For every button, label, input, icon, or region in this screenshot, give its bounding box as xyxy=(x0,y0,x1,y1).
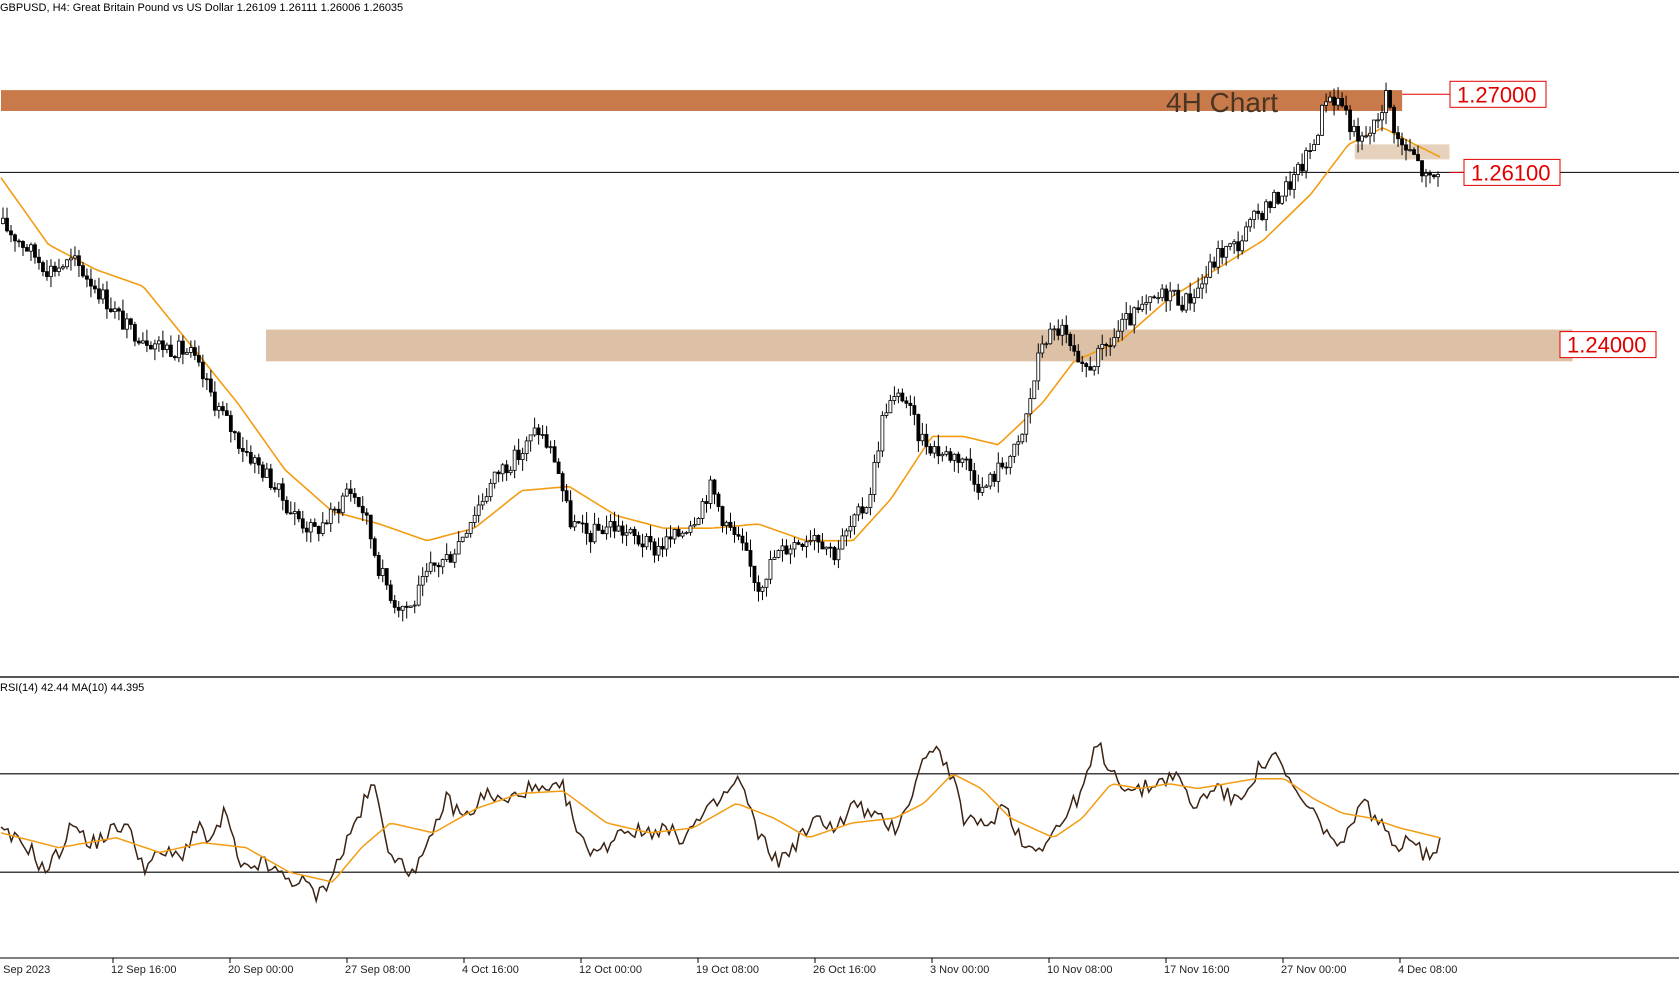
x-tick-label: 5 Sep 2023 xyxy=(0,964,50,976)
svg-text:1.24000: 1.24000 xyxy=(1567,333,1647,358)
x-tick-label: 10 Nov 08:00 xyxy=(1047,964,1112,976)
candle xyxy=(709,476,712,509)
level-label-1.26100[interactable]: 1.26100 xyxy=(1449,159,1560,185)
x-tick-label: 20 Sep 00:00 xyxy=(228,964,293,976)
candle xyxy=(409,605,412,607)
candle xyxy=(1321,104,1324,136)
candle xyxy=(1317,134,1320,145)
zone-1.24000 xyxy=(266,330,1572,362)
candle xyxy=(777,549,780,558)
rsi-title: RSI(14) 42.44 MA(10) 44.395 xyxy=(0,682,144,694)
candle xyxy=(461,537,464,543)
candle xyxy=(1277,192,1280,205)
x-tick-label: 26 Oct 16:00 xyxy=(813,964,876,976)
candle xyxy=(373,536,376,557)
x-tick-label: 27 Sep 08:00 xyxy=(345,964,410,976)
x-tick-label: 19 Oct 08:00 xyxy=(696,964,759,976)
x-tick-label: 27 Nov 00:00 xyxy=(1281,964,1346,976)
candle xyxy=(1033,381,1036,400)
candle xyxy=(1389,90,1392,109)
symbol-info-header: GBPUSD, H4: Great Britain Pound vs US Do… xyxy=(0,2,403,14)
level-label-1.24000[interactable]: 1.24000 xyxy=(1560,332,1656,358)
candle xyxy=(357,497,360,507)
candle xyxy=(377,552,380,579)
candle xyxy=(1273,190,1276,209)
candle xyxy=(341,493,344,516)
candle xyxy=(881,411,884,457)
x-tick-label: 3 Nov 00:00 xyxy=(930,964,989,976)
candle xyxy=(697,517,700,525)
x-tick-label: 12 Oct 00:00 xyxy=(579,964,642,976)
candle xyxy=(1281,196,1284,205)
x-tick-label: 4 Dec 08:00 xyxy=(1398,964,1457,976)
x-tick-label: 4 Oct 16:00 xyxy=(462,964,519,976)
candle xyxy=(865,506,868,514)
chart-annotation: 4H Chart xyxy=(1166,87,1278,118)
svg-text:1.26100: 1.26100 xyxy=(1471,160,1551,185)
svg-text:1.27000: 1.27000 xyxy=(1457,82,1537,107)
x-tick-label: 12 Sep 16:00 xyxy=(111,964,176,976)
x-tick-label: 17 Nov 16:00 xyxy=(1164,964,1229,976)
candle xyxy=(1185,293,1188,313)
